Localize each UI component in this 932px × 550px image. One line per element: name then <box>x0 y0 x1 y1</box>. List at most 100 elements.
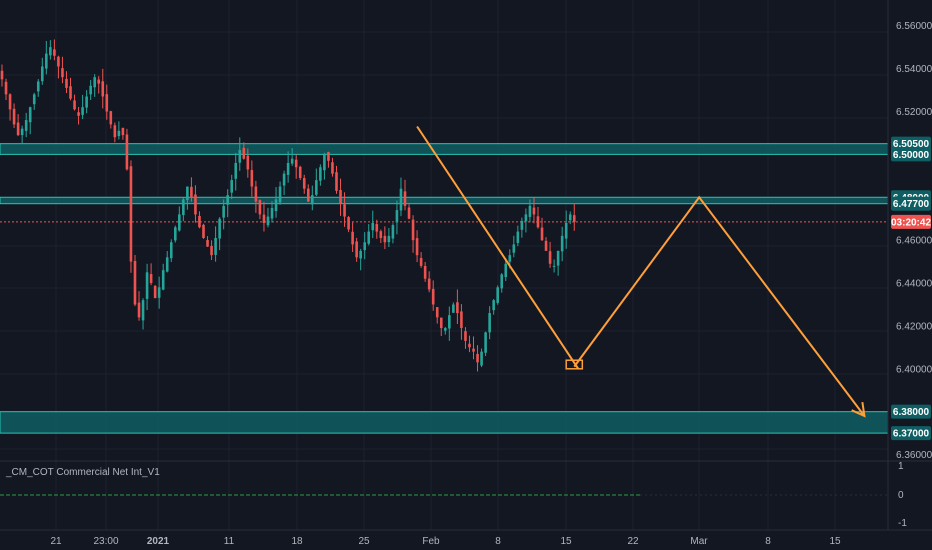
price-tick-label: 6.46000 <box>896 236 932 247</box>
candle-body <box>226 195 229 205</box>
time-tick-label: 15 <box>829 536 841 547</box>
candle-body <box>65 78 68 88</box>
candle-body <box>49 47 52 56</box>
zone-rectangle[interactable] <box>0 411 889 434</box>
low-marker-box[interactable] <box>565 359 584 370</box>
indicator-label[interactable]: _CM_COT Commercial Net Int_V1 <box>6 467 160 478</box>
arrow-head[interactable] <box>851 401 866 418</box>
time-tick-label: Mar <box>690 536 708 547</box>
projection-path[interactable] <box>573 195 866 417</box>
zone-rectangle[interactable] <box>0 196 889 205</box>
candle-body <box>383 235 387 243</box>
zone-top-price-tag: 6.38000 <box>893 407 930 418</box>
candle-body <box>423 265 427 279</box>
candle-body <box>395 210 399 223</box>
zone-top-price-tag: 6.50500 <box>893 139 930 150</box>
candle-body <box>93 77 96 88</box>
price-tick-label: 6.52000 <box>896 107 932 118</box>
candle-body <box>391 225 395 239</box>
price-tick-label: 6.42000 <box>896 321 932 332</box>
candle-body <box>214 238 217 255</box>
candle-body <box>290 158 294 164</box>
price-tick-label: 6.40000 <box>896 364 932 375</box>
candle-body <box>536 216 540 228</box>
trend-line[interactable] <box>416 125 580 370</box>
time-tick-label: 8 <box>495 536 501 547</box>
zone-rectangle[interactable] <box>0 143 889 155</box>
candle-body <box>161 270 165 290</box>
time-tick-label: 23:00 <box>93 536 118 547</box>
time-tick-label: Feb <box>422 536 440 547</box>
candle-body <box>387 235 391 243</box>
candle-body <box>242 147 246 159</box>
price-tags: 6.505006.500006.480006.477006.380006.370… <box>891 136 931 441</box>
candle-body <box>137 302 141 318</box>
candle-body <box>0 70 4 80</box>
candle-body <box>246 155 250 170</box>
candle-body <box>117 130 121 137</box>
candle-body <box>254 186 258 202</box>
candle-body <box>568 214 572 221</box>
zone-bottom-price-tag-bg <box>891 426 931 441</box>
price-axis[interactable]: 1 0 -1 6.56000 6.54000 6.52000 6.46000 6.44000 6… <box>896 21 932 529</box>
candle-body <box>496 287 499 303</box>
candle-body <box>552 265 556 267</box>
candle-body <box>407 207 411 219</box>
candle-body <box>61 68 64 78</box>
candle-body <box>250 170 254 187</box>
candle-body <box>456 302 459 314</box>
candle-body <box>282 173 286 186</box>
candle-body <box>331 162 334 174</box>
zone-top-price-tag-bg <box>891 404 931 419</box>
drawings-layer[interactable] <box>416 125 866 418</box>
zone-bottom-price-tag-bg <box>891 147 931 162</box>
candle-body <box>508 255 512 262</box>
candle-body <box>218 218 221 239</box>
candle-body <box>194 194 197 215</box>
candle-body <box>560 235 564 252</box>
candle-body <box>311 195 314 205</box>
candle-body <box>125 134 129 170</box>
candle-body <box>371 222 375 231</box>
candle-body <box>355 241 358 258</box>
grid <box>0 0 888 530</box>
countdown-tag-bg <box>891 214 931 229</box>
time-axis[interactable]: 21 23:00 2021 11 18 25 Feb 8 15 22 Mar 8 15 <box>50 536 841 547</box>
candle-body <box>105 94 109 112</box>
zone-bottom-price-tag: 6.37000 <box>893 429 930 440</box>
candle-body <box>222 205 225 218</box>
candle-body <box>157 287 161 298</box>
candle-body <box>403 191 407 206</box>
candle-body <box>512 244 516 253</box>
price-tick-label: 6.54000 <box>896 64 932 75</box>
candle-body <box>182 199 185 216</box>
candle-body <box>210 245 213 256</box>
candle-body <box>452 304 455 313</box>
candle-body <box>327 152 330 161</box>
candle-body <box>270 207 274 219</box>
candle-body <box>315 180 318 195</box>
candle-body <box>516 231 520 243</box>
candle-body <box>375 224 379 232</box>
time-tick-label: 21 <box>50 536 62 547</box>
candle-body <box>129 166 133 262</box>
candle-body <box>186 186 189 200</box>
candle-body <box>544 240 548 251</box>
zone-bottom-price-tag: 6.50000 <box>893 150 930 161</box>
candle-body <box>81 107 84 115</box>
candle-body <box>431 288 435 305</box>
candle-body <box>351 231 354 245</box>
time-tick-label: 18 <box>291 536 303 547</box>
candle-body <box>28 107 32 123</box>
candle-body <box>468 343 471 348</box>
candle-body <box>32 94 36 105</box>
candle-body <box>532 207 536 215</box>
candle-body <box>460 311 463 329</box>
candle-body <box>234 162 238 179</box>
candle-body <box>4 81 8 95</box>
candle-body <box>24 120 28 131</box>
candle-body <box>178 214 181 231</box>
candle-body <box>16 122 20 136</box>
candle-body <box>488 313 491 333</box>
